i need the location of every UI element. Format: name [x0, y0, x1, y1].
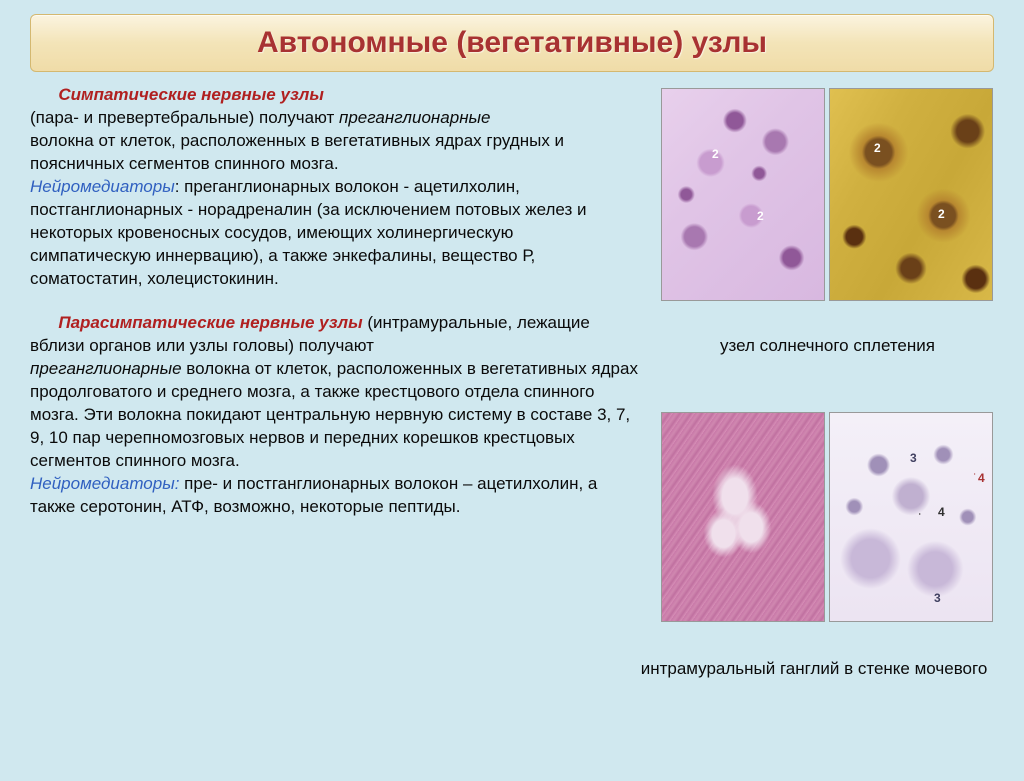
- content-area: Симпатические нервные узлы (пара- и прев…: [0, 84, 1024, 519]
- histology-image-he: 2 2: [661, 88, 825, 301]
- label-4: 4: [938, 505, 945, 519]
- parasympathetic-text-block: Парасимпатические нервные узлы (интрамур…: [30, 312, 640, 518]
- label-3: 3: [910, 451, 917, 465]
- intramural-ganglion-images: 3 4 4 3: [661, 412, 994, 622]
- text-italic: преганглионарные: [30, 359, 182, 378]
- label-2: 2: [757, 209, 764, 223]
- solar-plexus-images: 2 2 2 2: [661, 88, 994, 301]
- parasympathetic-heading: Парасимпатические нервные узлы: [58, 313, 362, 332]
- label-4: 4: [978, 471, 985, 485]
- caption-intramural: интрамуральный ганглий в стенке мочевого: [634, 659, 994, 679]
- neuro-label: Нейромедиаторы: [30, 177, 175, 196]
- sympathetic-text-block: Симпатические нервные узлы (пара- и прев…: [30, 84, 630, 290]
- title-bar: Автономные (вегетативные) узлы: [30, 14, 994, 72]
- label-2: 2: [938, 207, 945, 221]
- text: волокна от клеток, расположенных в вегет…: [30, 131, 564, 173]
- histology-image-silver: 2 2: [829, 88, 993, 301]
- label-2: 2: [712, 147, 719, 161]
- text-italic: преганглионарные: [339, 108, 491, 127]
- sympathetic-heading: Симпатические нервные узлы: [58, 85, 324, 104]
- text: (пара- и превертебральные) получают: [30, 108, 339, 127]
- histology-image-pink: [661, 412, 825, 622]
- paragraph-parasympathetic: Парасимпатические нервные узлы (интрамур…: [30, 312, 640, 518]
- page-title: Автономные (вегетативные) узлы: [257, 26, 767, 60]
- neuro-label: Нейромедиаторы:: [30, 474, 179, 493]
- paragraph-sympathetic: Симпатические нервные узлы (пара- и прев…: [30, 84, 630, 290]
- label-3: 3: [934, 591, 941, 605]
- histology-image-pale: 3 4 4 3: [829, 412, 993, 622]
- caption-solar-plexus: узел солнечного сплетения: [661, 336, 994, 356]
- label-2: 2: [874, 141, 881, 155]
